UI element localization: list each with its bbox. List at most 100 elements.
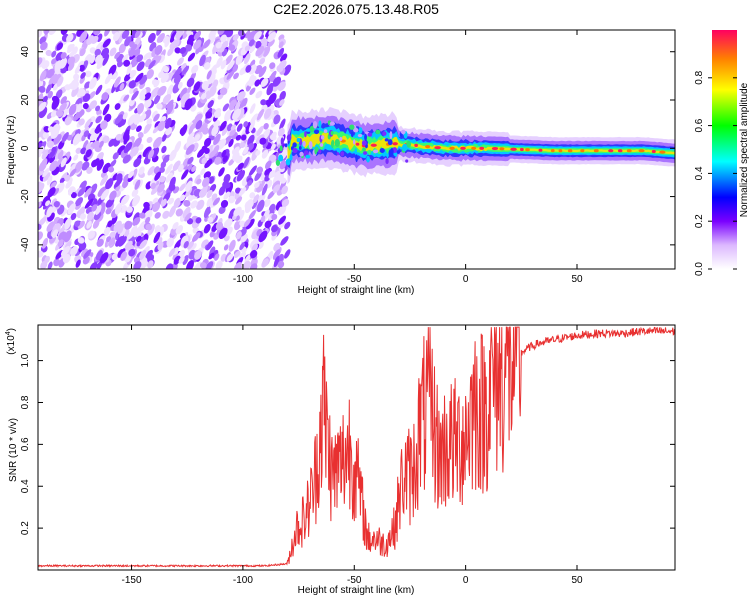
noise-blob [119,226,127,239]
noise-blob [213,133,221,146]
noise-blob [162,210,170,219]
noise-blob [239,142,246,149]
noise-blob [59,102,67,112]
noise-blob [126,229,136,240]
noise-blob [97,186,107,197]
noise-blob [53,133,62,145]
signal-scatter-blob [304,131,307,138]
colorbar: 0.0 0.2 0.4 0.6 0.8 Normalized spectral ampl… [694,30,750,276]
heatmap-x-ticks: -150 -100 -50 0 50 [122,30,583,285]
svg-text:(x104): (x104) [5,328,17,355]
noise-blob [186,77,195,88]
noise-blob [255,150,261,156]
noise-blob [77,60,85,68]
noise-blob [201,177,210,188]
noise-blob [150,87,160,98]
heatmap-frame [37,29,676,270]
signal-scatter-blob [330,130,334,136]
noise-blob [187,132,195,142]
noise-blob [235,54,243,66]
noise-blob [263,108,272,119]
noise-blob [218,185,226,196]
signal-scatter-blob [364,133,367,141]
noise-blob [131,90,139,101]
noise-blob [145,249,153,260]
heatmap-x-tick-label: -100 [233,274,253,285]
signal-scatter-blob [358,127,363,134]
signal-peak [538,148,543,152]
noise-blob [109,231,116,239]
noise-blob [184,212,192,222]
noise-blob [66,43,75,54]
signal-peak [520,147,524,152]
noise-blob [234,220,241,231]
signal-scatter-blob [284,143,288,148]
noise-blob [235,187,241,194]
noise-blob [38,93,44,102]
noise-blob [182,156,189,169]
snr-series-line [38,326,675,568]
noise-blob [100,189,110,200]
noise-blob [148,60,156,70]
noise-blob [147,166,155,176]
noise-blob [147,149,155,160]
signal-scatter-blob [357,133,363,138]
snr-exponent-base: (x10 [6,335,17,355]
noise-blob [178,256,185,264]
noise-blob [75,147,82,154]
snr-x-tick-label: -150 [122,575,142,586]
noise-blob [96,58,105,70]
noise-blob [108,237,116,247]
noise-blob [158,71,164,79]
noise-blob [175,208,183,217]
noise-blob [38,85,46,93]
noise-blob [180,92,190,104]
heatmap-y-tick-label: -40 [20,237,31,252]
snr-x-tick-label: -50 [347,575,362,586]
noise-blob [193,261,202,269]
noise-blob [239,242,245,251]
noise-blob [258,66,267,78]
noise-blob [203,171,212,180]
noise-blob [203,137,212,147]
noise-blob [267,110,274,121]
noise-blob [102,38,111,48]
noise-blob [188,249,197,260]
signal-scatter-blob [349,124,355,130]
signal-scatter-blob [305,154,311,159]
noise-blob [278,41,284,49]
noise-blob [245,64,252,73]
noise-blob [207,216,214,223]
snr-exponent-sup: 4 [5,331,12,335]
noise-blob [239,97,248,110]
noise-blob [183,199,191,207]
noise-blob [240,134,247,141]
noise-blob [134,30,141,39]
snr-y-axis-label: SNR (10 * v/v) [8,418,19,482]
noise-blob [78,118,85,126]
signal-peak [626,149,632,153]
heatmap-y-ticks: -40 -20 0 20 40 [20,46,675,252]
heatmap-panel: -150 -100 -50 0 50 -40 -20 0 20 40 Height of str… [6,29,676,296]
noise-blob [128,170,135,179]
noise-blob [104,30,111,37]
noise-blob [108,64,117,77]
noise-blob [50,123,59,136]
heatmap-x-axis-label: Height of straight line (km) [298,285,415,296]
noise-blob [65,180,73,189]
signal-scatter-blob [292,142,297,148]
noise-blob [48,73,58,85]
noise-blob [150,182,157,190]
noise-blob [74,161,83,173]
noise-blob [236,91,246,101]
noise-blob [74,220,81,227]
noise-blob [100,120,108,130]
noise-blob [60,52,67,60]
noise-blob [182,206,191,219]
noise-blob [89,132,98,142]
noise-blob [246,199,254,209]
noise-blob [87,230,96,239]
noise-blob [284,249,291,259]
noise-blob [202,39,211,49]
signal-scatter-blob [298,145,302,150]
